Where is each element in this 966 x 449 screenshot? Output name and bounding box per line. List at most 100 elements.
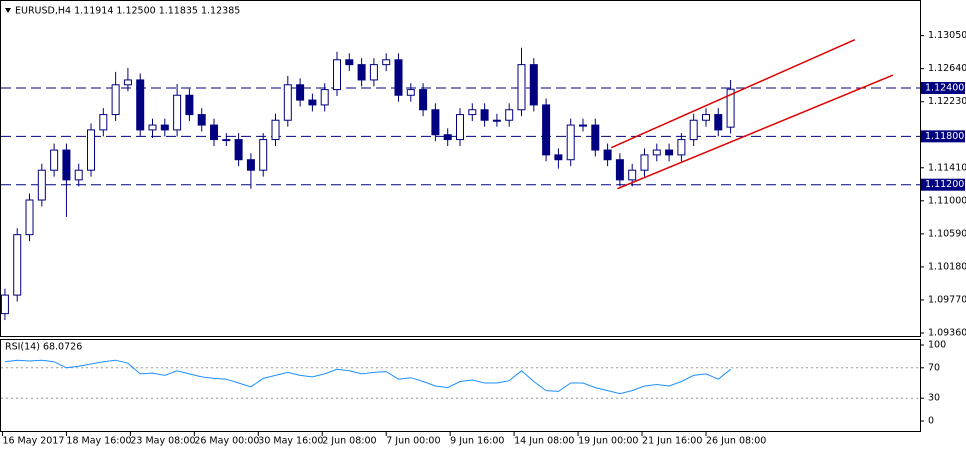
candle-body xyxy=(394,59,403,96)
candle-body xyxy=(406,89,415,96)
y-tick-label: 1.12640 xyxy=(928,63,966,74)
y-tick-label: 1.11410 xyxy=(928,162,966,173)
candle-body xyxy=(74,169,83,181)
candle-body xyxy=(578,124,587,127)
candle-body xyxy=(25,199,34,236)
candle-body xyxy=(234,139,243,161)
candle-body xyxy=(419,89,428,111)
candle-body xyxy=(160,124,169,131)
candle-body xyxy=(148,124,157,131)
y-tick-label: 1.10180 xyxy=(928,261,966,272)
rsi-tick-label: 100 xyxy=(928,340,946,351)
candle-body xyxy=(197,114,206,126)
main-frame xyxy=(0,0,921,337)
candle-body xyxy=(492,119,501,122)
candle-body xyxy=(615,159,624,181)
candle-body xyxy=(591,124,600,151)
candle-body xyxy=(345,59,354,66)
rsi-title: RSI(14) 68.0726 xyxy=(5,342,82,353)
candle-body xyxy=(13,234,22,296)
candle-body xyxy=(87,129,96,171)
candle-body xyxy=(456,114,464,141)
candle-body xyxy=(50,149,59,171)
candle-body xyxy=(111,84,120,116)
candle-body xyxy=(320,89,329,106)
x-tick-label: 30 May 16:00 xyxy=(258,436,323,447)
channel-line xyxy=(610,38,856,149)
channel-line xyxy=(617,74,894,190)
candle-body xyxy=(480,109,489,121)
candle-body xyxy=(640,154,649,171)
candle-body xyxy=(665,149,674,156)
x-tick-label: 2 Jun 08:00 xyxy=(322,436,376,447)
candle-body xyxy=(689,119,698,141)
candle-body xyxy=(714,114,723,131)
candle-body xyxy=(701,114,710,121)
rsi-tick-label: 0 xyxy=(928,416,934,427)
candle-body xyxy=(296,84,305,101)
x-tick-label: 7 Jun 00:00 xyxy=(386,436,440,447)
candle-body xyxy=(505,109,514,121)
candle-body xyxy=(468,109,477,116)
x-tick-label: 19 Jun 00:00 xyxy=(578,436,638,447)
x-tick-label: 23 May 08:00 xyxy=(130,436,195,447)
rsi-tick-label: 70 xyxy=(928,362,940,373)
candle-body xyxy=(726,88,735,128)
x-tick-label: 14 Jun 08:00 xyxy=(514,436,574,447)
y-tick-label: 1.09360 xyxy=(928,327,966,338)
candle-body xyxy=(443,134,452,141)
x-tick-label: 26 Jun 08:00 xyxy=(706,436,766,447)
candle-body xyxy=(136,79,145,131)
candle-body xyxy=(123,79,132,86)
x-tick-label: 16 May 2017 xyxy=(2,436,64,447)
candle-body xyxy=(259,139,268,171)
y-tick-label: 1.12230 xyxy=(928,96,966,107)
y-tick-label: 1.10590 xyxy=(928,228,966,239)
candle-body xyxy=(37,169,46,201)
rsi-tick-label: 30 xyxy=(928,393,940,404)
chart-title: EURUSD,H4 1.11914 1.12500 1.11835 1.1238… xyxy=(15,6,240,17)
candle-body xyxy=(431,109,440,136)
candle-body xyxy=(222,139,231,142)
level-label: 1.11200 xyxy=(925,179,964,190)
x-tick-label: 26 May 00:00 xyxy=(194,436,259,447)
candle-body xyxy=(99,114,108,131)
y-tick-label: 1.09770 xyxy=(928,294,966,305)
candle-body xyxy=(210,124,219,141)
candle-body xyxy=(0,294,9,315)
candle-body xyxy=(652,149,661,156)
level-label-box xyxy=(921,130,965,143)
y-tick-label: 1.13050 xyxy=(928,30,966,41)
candle-body xyxy=(603,149,612,161)
candle-body xyxy=(517,64,526,111)
level-label-box xyxy=(921,178,965,191)
level-label-box xyxy=(921,82,965,94)
candle-body xyxy=(529,64,538,106)
candle-body xyxy=(283,84,292,121)
candle-body xyxy=(271,119,280,141)
candle-body xyxy=(369,64,378,81)
candle-body xyxy=(566,124,575,161)
candle-body xyxy=(554,154,563,161)
candle-body xyxy=(628,169,637,181)
x-tick-label: 18 May 16:00 xyxy=(66,436,131,447)
y-tick-label: 1.11000 xyxy=(928,195,966,206)
menu-arrow[interactable] xyxy=(5,8,11,13)
candle-body xyxy=(62,149,71,181)
candle-body xyxy=(246,159,255,171)
candle-body xyxy=(542,104,551,156)
level-label: 1.12400 xyxy=(925,83,964,94)
candle-body xyxy=(173,94,182,131)
rsi-frame xyxy=(0,339,921,432)
x-tick-label: 21 Jun 16:00 xyxy=(642,436,702,447)
x-tick-label: 9 Jun 16:00 xyxy=(450,436,504,447)
level-label: 1.11800 xyxy=(925,131,964,142)
candle-body xyxy=(308,99,317,106)
candle-body xyxy=(677,139,686,156)
candle-body xyxy=(185,94,194,116)
candle-body xyxy=(357,64,366,81)
rsi-line xyxy=(4,359,731,395)
candle-body xyxy=(333,59,342,91)
candle-body xyxy=(382,59,391,66)
